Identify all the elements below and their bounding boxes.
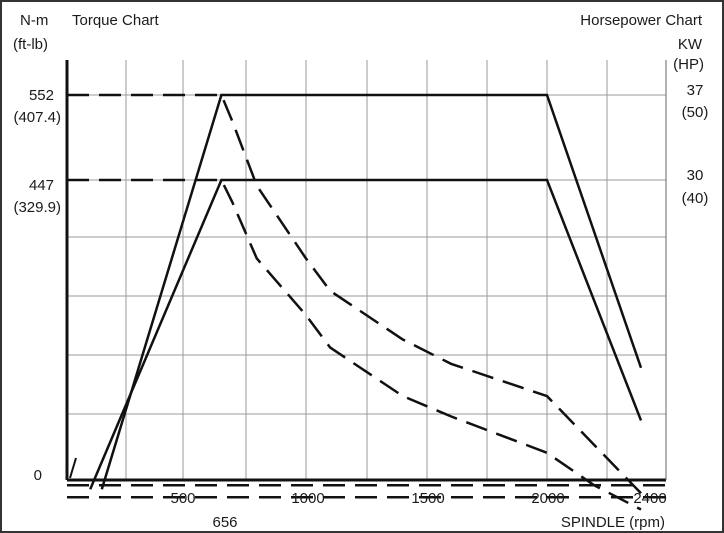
left-tick-label: 552	[29, 87, 54, 104]
left-tick-label: 447	[29, 177, 54, 194]
left-chart-title: Torque Chart	[72, 12, 160, 29]
series-line-torque-low	[67, 178, 642, 511]
origin-tick	[69, 457, 77, 479]
x-tick-label: 500	[170, 490, 195, 507]
series-line-power-high	[100, 93, 643, 490]
right-axis-unit: KW	[678, 36, 703, 53]
left-tick-sublabel: (407.4)	[13, 109, 61, 126]
right-tick-sublabel: (40)	[682, 190, 709, 207]
right-tick-sublabel: (50)	[682, 104, 709, 121]
x-tick-label: 1000	[291, 490, 324, 507]
left-axis-unit: N-m	[20, 12, 48, 29]
grid	[67, 60, 666, 480]
right-chart-title: Horsepower Chart	[580, 12, 703, 29]
left-axis-unit-imperial: (ft-lb)	[13, 36, 48, 53]
right-axis-unit-imperial: (HP)	[673, 56, 704, 73]
x-axis-title: SPINDLE (rpm)	[561, 514, 665, 531]
left-tick-sublabel: (329.9)	[13, 199, 61, 216]
x-tick-label: 2000	[531, 490, 564, 507]
series-group	[67, 93, 666, 511]
x-tick-label: 1500	[411, 490, 444, 507]
x-tick-label: 2400	[633, 490, 666, 507]
series-line-power-low	[89, 178, 643, 490]
left-tick-label: 0	[34, 467, 42, 484]
right-tick-label: 30	[687, 167, 704, 184]
x-extra-tick-label: 656	[212, 514, 237, 531]
series-line-torque-high	[67, 93, 642, 495]
right-tick-label: 37	[687, 82, 704, 99]
